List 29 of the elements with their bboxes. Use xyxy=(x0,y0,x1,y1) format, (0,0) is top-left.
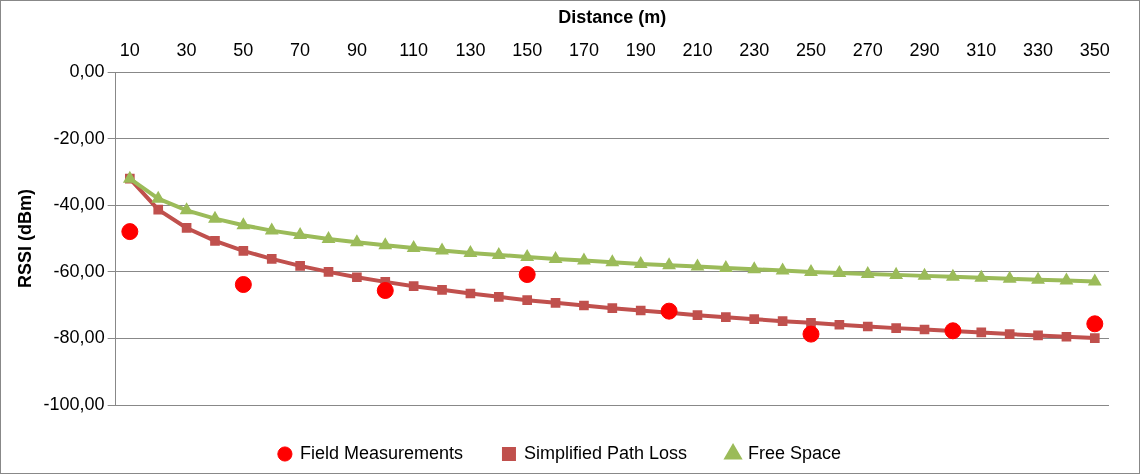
y-tick-label: -40,00 xyxy=(53,194,105,215)
y-tick-label: -80,00 xyxy=(53,327,105,348)
x-tick-label: 210 xyxy=(682,40,713,61)
y-tick-label: -20,00 xyxy=(53,127,105,148)
y-tick-label: -60,00 xyxy=(53,260,105,281)
x-tick-label: 150 xyxy=(512,40,543,61)
x-axis-title: Distance (m) xyxy=(558,6,667,27)
x-tick-label: 90 xyxy=(346,40,367,61)
x-tick-label: 50 xyxy=(233,40,254,61)
x-tick-label: 190 xyxy=(625,40,656,61)
x-tick-label: 110 xyxy=(399,40,429,61)
x-tick-label: 30 xyxy=(176,40,197,61)
x-tick-label: 310 xyxy=(966,40,997,61)
x-tick-label: 230 xyxy=(739,40,770,61)
x-tick-label: 350 xyxy=(1079,40,1110,61)
legend-label: Field Measurements xyxy=(299,442,463,463)
y-tick-label: -100,00 xyxy=(43,393,105,414)
x-tick-label: 330 xyxy=(1023,40,1054,61)
x-tick-label: 10 xyxy=(119,40,140,61)
x-tick-label: 170 xyxy=(568,40,599,61)
legend-label: Simplified Path Loss xyxy=(523,442,688,463)
legend-label: Free Space xyxy=(748,442,842,463)
x-tick-label: 130 xyxy=(455,40,486,61)
x-tick-label: 70 xyxy=(290,40,311,61)
x-tick-label: 290 xyxy=(909,40,940,61)
y-axis-title: RSSI (dBm) xyxy=(14,189,35,289)
x-tick-label: 250 xyxy=(795,40,827,61)
x-tick-label: 270 xyxy=(852,40,883,61)
y-tick-label: 0,00 xyxy=(69,61,105,82)
